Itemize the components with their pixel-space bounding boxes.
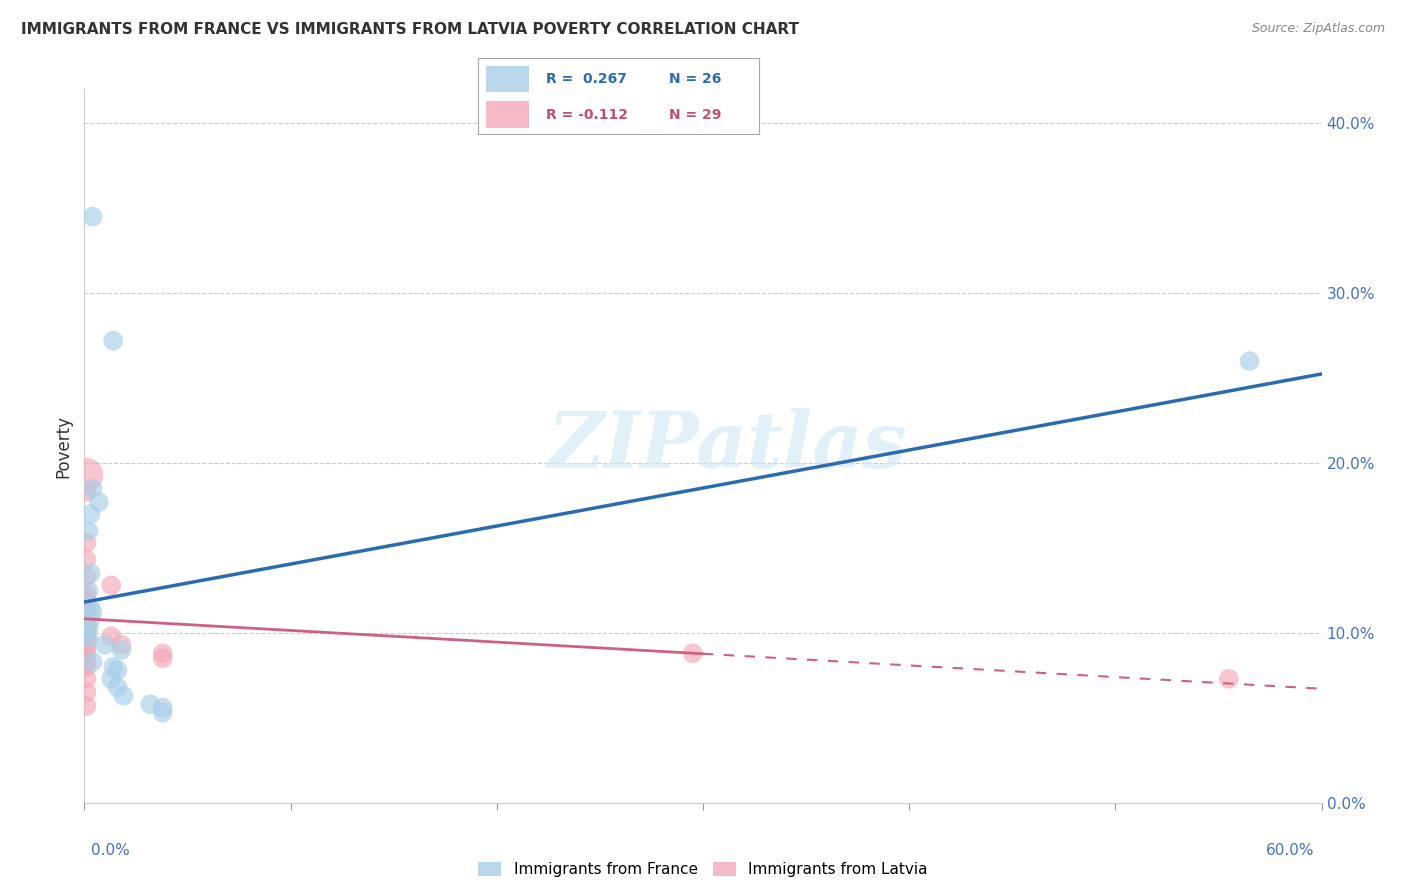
Point — [75, 536, 97, 550]
Point — [152, 700, 174, 714]
Point — [82, 606, 104, 620]
Point — [75, 591, 97, 606]
Text: R =  0.267: R = 0.267 — [546, 72, 627, 87]
Text: N = 26: N = 26 — [669, 72, 721, 87]
Bar — [486, 101, 529, 128]
Point — [110, 638, 132, 652]
Point — [75, 698, 97, 713]
Text: 0.0%: 0.0% — [91, 843, 131, 858]
Point — [103, 660, 125, 674]
Point — [77, 621, 100, 635]
Point — [75, 597, 97, 611]
Point — [152, 706, 174, 720]
Point — [75, 484, 97, 499]
Point — [75, 672, 97, 686]
Point — [75, 638, 97, 652]
Text: Source: ZipAtlas.com: Source: ZipAtlas.com — [1251, 22, 1385, 36]
Point — [75, 617, 97, 632]
Text: IMMIGRANTS FROM FRANCE VS IMMIGRANTS FROM LATVIA POVERTY CORRELATION CHART: IMMIGRANTS FROM FRANCE VS IMMIGRANTS FRO… — [21, 22, 799, 37]
Point — [77, 583, 100, 598]
Point — [82, 210, 104, 224]
Text: N = 29: N = 29 — [669, 108, 721, 122]
Point — [94, 638, 117, 652]
Text: 60.0%: 60.0% — [1267, 843, 1315, 858]
Point — [1218, 672, 1240, 686]
Point — [75, 648, 97, 662]
Point — [75, 626, 97, 640]
Point — [103, 334, 125, 348]
Point — [100, 629, 122, 643]
Point — [79, 507, 101, 521]
Legend: Immigrants from France, Immigrants from Latvia: Immigrants from France, Immigrants from … — [478, 863, 928, 877]
Point — [75, 553, 97, 567]
Text: ZIPatlas: ZIPatlas — [548, 408, 907, 484]
Point — [112, 689, 135, 703]
Point — [79, 600, 101, 615]
Point — [682, 646, 704, 660]
Point — [110, 643, 132, 657]
Point — [82, 655, 104, 669]
Point — [105, 663, 128, 677]
Point — [82, 482, 104, 496]
Point — [75, 655, 97, 669]
Point — [100, 672, 122, 686]
Point — [75, 604, 97, 618]
Point — [75, 608, 97, 623]
Text: R = -0.112: R = -0.112 — [546, 108, 627, 122]
Point — [75, 587, 97, 601]
Point — [75, 570, 97, 584]
Point — [79, 612, 101, 626]
Point — [75, 467, 97, 482]
Y-axis label: Poverty: Poverty — [55, 415, 73, 477]
Point — [105, 680, 128, 694]
Point — [77, 524, 100, 538]
Point — [75, 660, 97, 674]
Point — [87, 495, 110, 509]
Point — [75, 626, 97, 640]
Point — [1239, 354, 1261, 368]
Point — [77, 631, 100, 645]
Point — [152, 646, 174, 660]
Bar — [486, 66, 529, 92]
Point — [75, 623, 97, 637]
Point — [139, 698, 162, 712]
Point — [75, 643, 97, 657]
Point — [79, 566, 101, 581]
Point — [152, 651, 174, 665]
Point — [100, 578, 122, 592]
Point — [75, 685, 97, 699]
Point — [75, 631, 97, 645]
